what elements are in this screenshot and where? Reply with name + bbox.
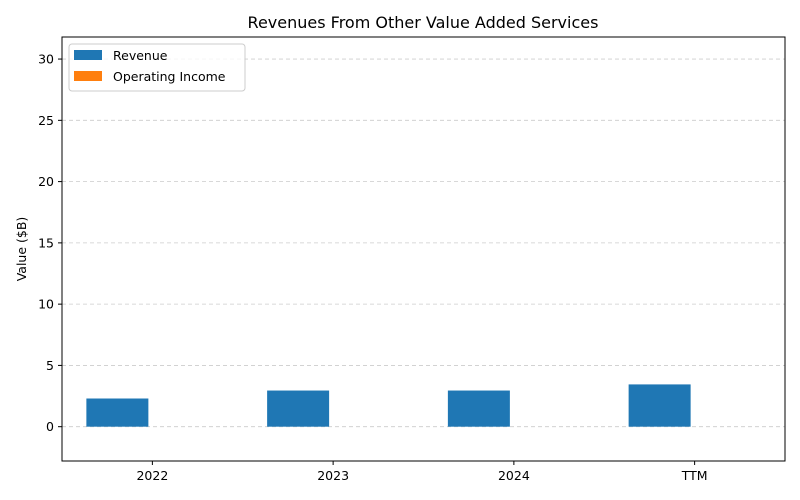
bars (86, 384, 691, 427)
x-tick-label: 2022 (136, 468, 168, 483)
chart-title: Revenues From Other Value Added Services (248, 13, 599, 32)
legend-label: Revenue (113, 48, 168, 63)
bar-revenue (86, 398, 149, 427)
bar-revenue (267, 390, 330, 427)
x-tick-label: TTM (681, 468, 708, 483)
y-axis-ticks: 0 5 10 15 20 25 30 (38, 52, 62, 434)
legend-box (68, 43, 246, 92)
legend-label: Operating Income (113, 69, 226, 84)
plot-frame (61, 36, 786, 462)
grid-lines (62, 58, 785, 428)
y-tick-label: 0 (46, 419, 54, 434)
y-tick-label: 25 (38, 113, 54, 128)
bar-revenue (447, 390, 510, 427)
x-tick-label: 2023 (317, 468, 349, 483)
legend: Revenue Operating Income (68, 43, 246, 92)
bar-revenue (628, 384, 691, 427)
y-tick-label: 15 (38, 235, 54, 250)
y-tick-label: 5 (46, 358, 54, 373)
legend-swatch (74, 50, 102, 60)
legend-swatch (74, 71, 102, 81)
x-tick-label: 2024 (498, 468, 530, 483)
y-tick-label: 20 (38, 174, 54, 189)
x-axis-ticks: 2022 2023 2024 TTM (136, 461, 708, 483)
y-axis-label: Value ($B) (14, 217, 29, 282)
y-tick-label: 30 (38, 52, 54, 67)
y-tick-label: 10 (38, 297, 54, 312)
